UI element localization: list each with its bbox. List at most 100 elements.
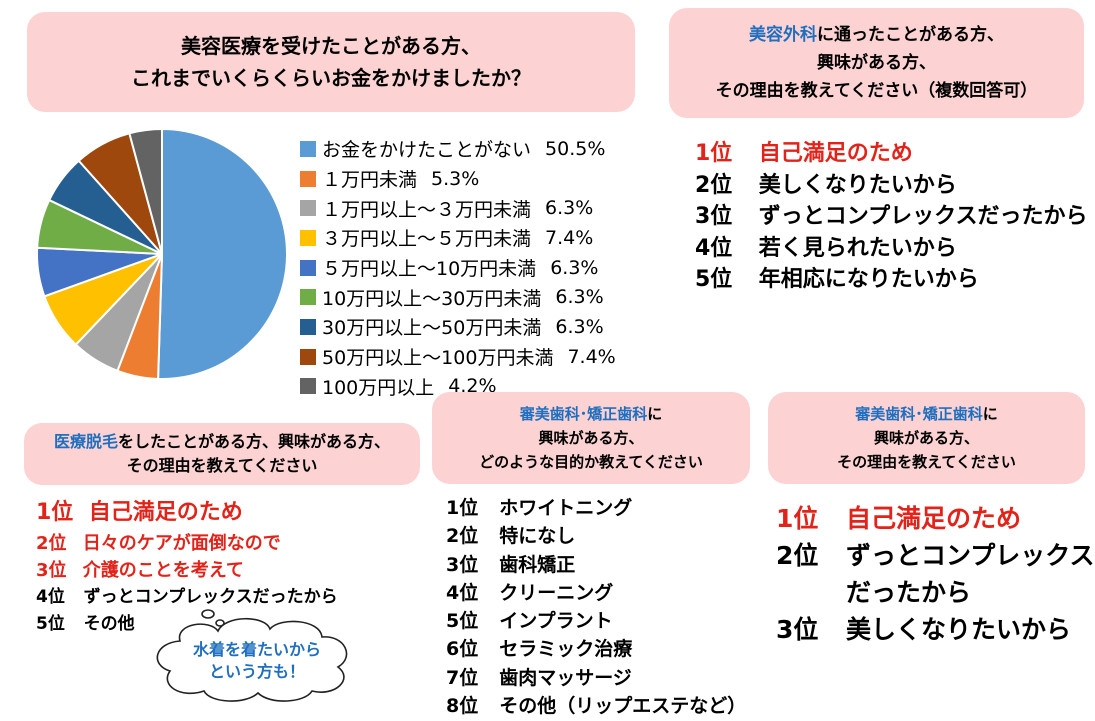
pie-slice-1 <box>157 127 288 380</box>
rank-text: 特になし <box>499 525 576 548</box>
rank-number: 1位 <box>776 504 819 533</box>
dental-reason-question-line-3: その理由を教えてください <box>837 453 1016 471</box>
legend-item-1: お金をかけたことがない 50.5% <box>300 134 616 164</box>
rank-item: 5位 その他 <box>36 611 338 638</box>
legend-label: 50万円以上～100万円未満 <box>322 347 554 370</box>
rank-text: その他（リップエステなど） <box>499 695 747 718</box>
legend-value: 7.4% <box>545 226 594 249</box>
rank-item: 3位 歯科矯正 <box>446 551 746 579</box>
dental-purpose-question-line-3: どのような目的か教えてください <box>479 453 703 471</box>
legend-label: ３万円以上～５万円未満 <box>322 228 532 251</box>
rank-number: 1位 <box>36 500 74 525</box>
rank-item: 1位 自己満足のため <box>776 500 1095 537</box>
rank-text-continued: だったから <box>846 578 972 607</box>
rank-text: セラミック治療 <box>499 638 633 661</box>
dental-reason-question-line-2: 興味がある方、 <box>873 429 979 447</box>
legend-value: 6.3% <box>550 256 599 279</box>
dental-reason-question-panel: 審美歯科･矯正歯科に 興味がある方、 その理由を教えてください <box>768 392 1085 484</box>
rank-item: 1位 自己満足のため <box>36 496 338 530</box>
rank-number: 1位 <box>446 497 479 519</box>
legend-item-4: ３万円以上～５万円未満 7.4% <box>300 223 616 253</box>
legend-item-5: ５万円以上～10万円未満 6.3% <box>300 253 616 283</box>
rank-text: 歯科矯正 <box>499 553 576 576</box>
rank-number: 5位 <box>36 614 65 634</box>
legend-item-6: 10万円以上～30万円未満 6.3% <box>300 282 616 312</box>
rank-item: 2位 特になし <box>446 522 746 550</box>
rank-number: 2位 <box>446 525 479 548</box>
legend-swatch <box>300 140 316 157</box>
rank-item: 2位 ずっとコンプレックス だったから <box>776 537 1095 611</box>
rank-text: ホワイトニング <box>499 497 633 519</box>
rank-number: 2位 <box>776 541 819 570</box>
rank-item: 3位 介護のことを考えて <box>36 557 338 584</box>
dental-reason-question-line-1: に <box>982 405 998 423</box>
rank-text: クリーニング <box>499 581 614 604</box>
rank-item: 7位 歯肉マッサージ <box>446 664 746 692</box>
dental-reason-rank-list: 1位 自己満足のため 2位 ずっとコンプレックス だったから 3位 美しくなりたいから <box>776 500 1095 648</box>
legend-swatch <box>300 289 316 306</box>
rank-number: 3位 <box>36 560 67 581</box>
rank-number: 6位 <box>446 638 479 661</box>
rank-text: 歯肉マッサージ <box>499 666 632 689</box>
hair-removal-rank-list: 1位 自己満足のため 2位 日々のケアが面倒なので 3位 介護のことを考えて 4位 ずっとコン… <box>36 496 338 638</box>
legend-item-7: 30万円以上～50万円未満 6.3% <box>300 312 616 342</box>
legend-swatch <box>300 170 316 187</box>
legend-label: １万円以上～３万円未満 <box>322 198 532 221</box>
hair-removal-keyword: 医療脱毛 <box>53 432 118 451</box>
rank-number: 3位 <box>695 204 733 229</box>
rank-text: その他 <box>83 614 135 634</box>
surgery-keyword: 美容外科 <box>749 25 817 45</box>
legend-value: 5.3% <box>431 167 480 190</box>
rank-text: ずっとコンプレックス <box>846 541 1095 570</box>
rank-number: 4位 <box>36 587 65 607</box>
rank-item: 4位 若く見られたいから <box>695 233 1087 265</box>
rank-number: 2位 <box>695 172 733 198</box>
rank-item: 5位 インプラント <box>446 607 746 635</box>
surgery-question-panel: 美容外科に通ったことがある方、 興味がある方、 その理由を教えてください（複数回… <box>669 8 1084 118</box>
rank-item: 1位 ホワイトニング <box>446 494 746 522</box>
chart-title-line-1: 美容医療を受けたことがある方、 <box>181 34 481 58</box>
dental-purpose-keyword: 審美歯科･矯正歯科 <box>519 405 648 423</box>
hair-removal-question-line-1: をしたことがある方、興味がある方、 <box>118 432 391 451</box>
rank-number: 7位 <box>446 666 479 689</box>
legend-item-9: 100万円以上 4.2% <box>300 372 616 402</box>
chart-title-line-2: これまでいくらくらいお金をかけましたか？ <box>131 66 531 90</box>
rank-text: 自己満足のため <box>758 141 913 166</box>
rank-item: 2位 日々のケアが面倒なので <box>36 530 338 557</box>
rank-text: 美しくなりたいから <box>846 615 1072 644</box>
rank-text: 日々のケアが面倒なので <box>82 533 281 554</box>
rank-text: 自己満足のため <box>88 500 243 525</box>
rank-number: 3位 <box>776 615 819 644</box>
rank-number: 3位 <box>446 553 479 576</box>
rank-item: 1位 自己満足のため <box>695 138 1087 170</box>
rank-number: 2位 <box>36 533 67 554</box>
legend-swatch <box>300 200 316 217</box>
rank-number: 8位 <box>446 695 479 718</box>
legend-item-2: １万円未満 5.3% <box>300 164 616 194</box>
legend-label: お金をかけたことがない <box>322 139 532 162</box>
rank-item: 8位 その他（リップエステなど） <box>446 692 746 720</box>
legend-value: 7.4% <box>567 345 616 368</box>
rank-item: 4位 クリーニング <box>446 579 746 607</box>
rank-item: 5位 年相応になりたいから <box>695 264 1087 296</box>
rank-number: 4位 <box>446 581 479 604</box>
legend-swatch <box>300 348 316 365</box>
surgery-question-line-2: 興味がある方、 <box>817 53 936 73</box>
dental-purpose-rank-list: 1位 ホワイトニング 2位 特になし 3位 歯科矯正 4位 クリーニング 5位 インプラント 6位セ… <box>446 494 746 720</box>
chart-title-panel: 美容医療を受けたことがある方、 これまでいくらくらいお金をかけましたか？ <box>27 12 635 112</box>
hair-removal-question-line-2: その理由を教えてください <box>126 456 318 475</box>
legend-value: 6.3% <box>555 286 604 309</box>
rank-text: ずっとコンプレックスだったから <box>83 587 338 607</box>
cloud-text-line-1: 水着を着たいから <box>193 640 321 659</box>
legend-value: 6.3% <box>555 315 604 338</box>
legend-swatch <box>300 378 316 395</box>
legend-label: 30万円以上～50万円未満 <box>322 317 542 340</box>
hair-removal-question-panel: 医療脱毛をしたことがある方、興味がある方、 その理由を教えてください <box>24 423 420 485</box>
legend-swatch <box>300 259 316 276</box>
legend-swatch <box>300 229 316 246</box>
legend-value: 4.2% <box>448 375 497 398</box>
surgery-question-line-3: その理由を教えてください（複数回答可） <box>715 81 1038 101</box>
rank-item: 2位 美しくなりたいから <box>695 170 1087 202</box>
rank-number: 4位 <box>695 235 733 261</box>
rank-text: 介護のことを考えて <box>82 560 244 581</box>
